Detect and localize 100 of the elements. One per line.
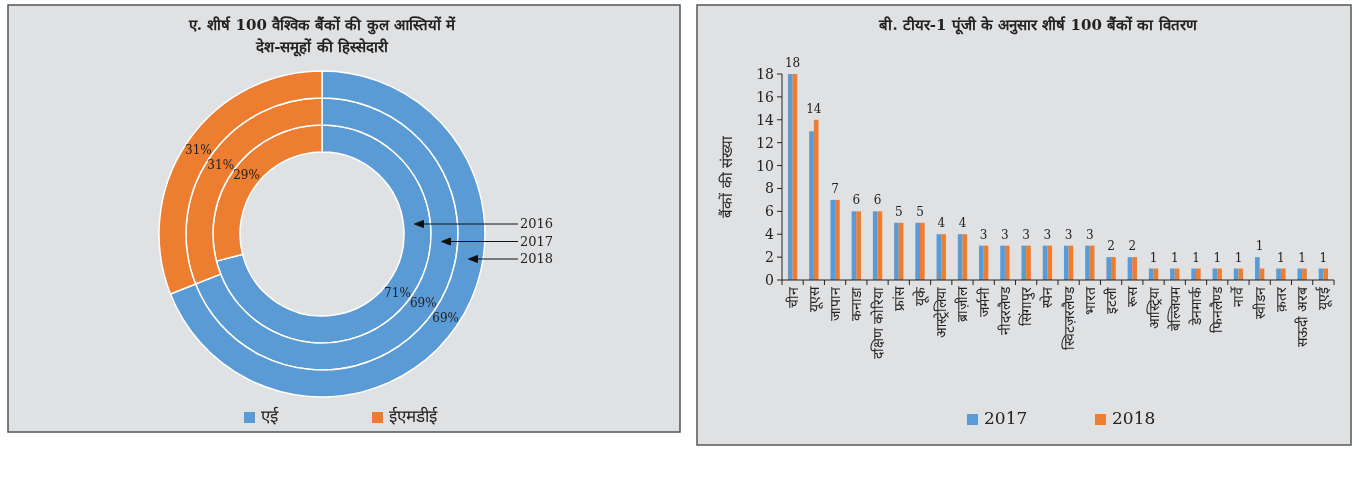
bar [894,222,899,280]
x-tick-label: यूके [912,287,929,306]
data-label: 2 [1128,239,1137,254]
data-label: 31% [207,158,235,173]
bar [1026,245,1031,280]
legend-label: 2018 [1112,408,1156,428]
data-label: 18 [784,56,801,70]
x-tick-label: दक्षिण कोरिया [869,287,886,360]
x-tick-label: स्विटज़रलैण्ड [1060,286,1077,350]
data-label: 3 [1022,227,1030,242]
bar [830,199,836,280]
data-label: 3 [1001,227,1009,242]
data-label: 6 [873,193,882,208]
bar [1000,245,1005,280]
bar [1085,245,1090,280]
data-label: 3 [979,227,988,242]
y-tick-label: 12 [756,134,774,151]
bar [856,211,861,280]
x-tick-label: क़तर [1272,287,1289,312]
x-tick-label: भारत [1081,286,1098,315]
data-label: 1 [1277,250,1285,265]
y-tick-label: 10 [756,157,774,174]
x-tick-label: चीन [784,287,801,308]
bar [962,234,968,280]
bar [1111,257,1116,280]
data-label: 1 [1319,250,1328,265]
legend-label: एई [261,406,279,426]
x-tick-label: यूएई [1315,286,1333,310]
y-tick-label: 2 [765,249,774,266]
x-tick-label: स्पेन [1039,287,1056,308]
bar [1276,268,1281,280]
y-tick-label: 6 [765,203,775,220]
bar [979,245,984,280]
data-label: 1 [1149,250,1158,265]
data-label: 1 [1213,250,1222,265]
legend-label: 2017 [984,408,1028,428]
y-tick-label: 4 [765,226,775,243]
y-tick-label: 8 [765,180,774,197]
x-tick-label: डेनमार्क [1188,287,1204,326]
data-label: 1 [1192,250,1200,265]
bar [1217,268,1222,280]
x-tick-label: रूस [1124,286,1141,307]
bar [1089,245,1095,280]
x-tick-label: सऊदी अरब [1294,286,1311,348]
bar [1047,245,1053,280]
x-tick-label: फ्रांस [890,286,907,311]
chart-title: बी. टीयर-1 पूंजी के अनुसार शीर्ष 100 बैंकों का वितरण [878,16,1198,35]
data-label: 1 [1170,250,1179,265]
y-axis-title: बैंकों की संख्या [718,134,736,219]
data-label: 4 [937,216,946,231]
bar [1004,245,1010,280]
y-tick-label: 18 [756,66,774,82]
x-tick-label: आस्ट्रिया [1145,287,1162,329]
data-label: 7 [831,181,839,196]
bar [835,199,840,280]
x-tick-label: बेल्जियम [1166,286,1183,331]
y-tick-label: 0 [765,272,774,288]
x-tick-label: जर्मनी [975,287,992,317]
x-tick-label: इटली [1103,287,1120,314]
bar [1191,268,1196,280]
x-tick-label: नार्वे [1230,286,1247,307]
data-label: 5 [916,204,924,219]
bar [1297,268,1303,280]
slice-label: 2018 [520,251,554,266]
x-tick-label: यूएस [805,286,823,312]
bar [941,234,946,280]
y-tick-label: 14 [756,111,775,128]
x-tick-label: सिंगापुर [1018,287,1036,326]
bar [872,211,878,280]
data-label: 1 [1255,239,1264,254]
y-tick-label: 16 [756,88,775,105]
data-label: 6 [852,193,861,208]
legend-label: ईएमडीई [389,406,438,426]
bar [1238,268,1244,280]
x-tick-label: जापान [827,287,844,321]
data-label: 14 [806,101,822,116]
bar [1132,257,1137,280]
bar [1106,257,1112,280]
x-tick-label: स्वीडन [1251,287,1268,319]
data-label: 69% [432,311,459,326]
bar [920,222,925,280]
bar [1280,268,1286,280]
bar [1148,268,1154,280]
bar [1302,268,1307,280]
x-tick-label: कनाडा [848,287,865,321]
data-label: 2 [1107,239,1115,254]
x-tick-label: फिनलैण्ड [1209,286,1226,333]
bar [915,222,920,280]
bar [1063,245,1069,280]
x-tick-label: ब्राज़ील [954,286,971,322]
data-label: 31% [185,142,212,157]
chart-title: ए. शीर्ष 100 वैश्विक बैंकों की कुल आस्तियों में देश-समूहों की हिस्सेदारी [187,16,457,57]
bar [1255,257,1260,280]
data-label: 1 [1234,250,1243,265]
data-label: 3 [1064,227,1073,242]
x-tick-label: आस्ट्रेलिया [933,287,950,338]
data-label: 1 [1298,250,1306,265]
data-label: 3 [1086,227,1094,242]
bar [813,119,819,280]
slice-label: 2016 [520,216,554,231]
